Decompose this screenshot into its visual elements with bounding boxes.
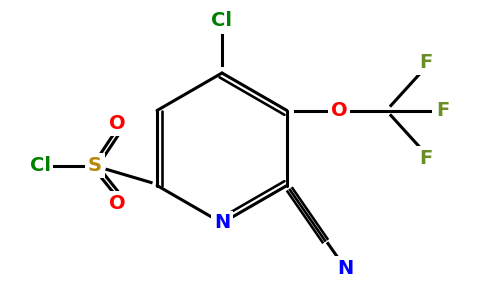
Text: F: F [419,53,433,72]
Text: S: S [88,156,102,175]
Text: O: O [109,194,125,213]
Text: O: O [109,114,125,133]
Text: F: F [419,149,433,168]
Text: F: F [437,101,450,120]
Text: Cl: Cl [30,156,50,175]
Text: Cl: Cl [212,11,232,31]
Text: N: N [214,214,230,232]
Text: N: N [337,259,353,278]
Text: O: O [331,101,347,120]
